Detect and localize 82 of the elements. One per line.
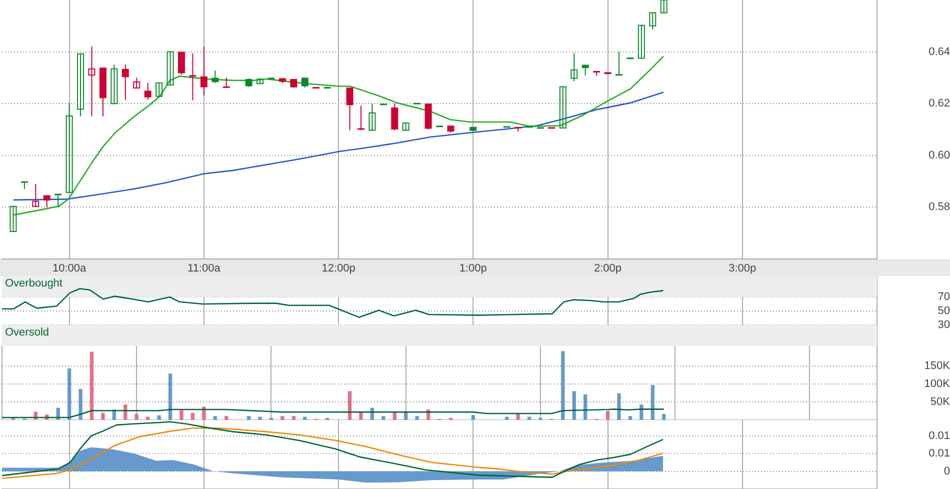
- bar: [224, 416, 228, 420]
- candlestick: [200, 46, 208, 96]
- candlestick: [178, 51, 185, 76]
- bar: [67, 368, 72, 420]
- bar: [628, 416, 632, 420]
- bar: [662, 414, 666, 420]
- candlestick: [110, 64, 118, 104]
- candlestick: [402, 122, 410, 131]
- y-tick-label: 0.64: [928, 46, 950, 58]
- y-tick-label: 100K: [924, 378, 950, 390]
- band-label: Oversold: [5, 326, 50, 339]
- candlestick: [166, 51, 174, 86]
- candlestick: [357, 105, 364, 131]
- x-tick-label: 11:00a: [188, 262, 222, 275]
- x-tick-label: 3:00p: [728, 262, 756, 275]
- candlestick: [77, 53, 84, 117]
- candlestick: [570, 52, 578, 82]
- bar: [180, 410, 184, 420]
- bar: [471, 414, 475, 420]
- bar: [134, 414, 138, 420]
- bar: [292, 416, 296, 420]
- y-tick-label: 0.01: [928, 430, 950, 442]
- candlestick: [144, 82, 152, 100]
- candlestick: [346, 87, 354, 131]
- candlestick: [32, 183, 40, 207]
- bar: [213, 416, 217, 420]
- candlestick: [615, 51, 622, 76]
- bar: [101, 412, 105, 420]
- bar: [190, 412, 195, 420]
- x-tick-label: 12:00p: [322, 262, 356, 275]
- x-tick-label: 1:00p: [459, 262, 487, 275]
- bar: [617, 393, 621, 420]
- bar: [90, 352, 94, 420]
- candlestick: [10, 206, 17, 232]
- candlestick: [133, 77, 140, 89]
- candlestick: [559, 86, 566, 128]
- candlestick: [301, 77, 308, 88]
- x-tick-label: 10:00a: [52, 262, 88, 275]
- y-tick-label: 0.62: [928, 98, 950, 110]
- candlestick: [54, 194, 62, 208]
- bar: [202, 406, 206, 420]
- candlestick: [156, 82, 163, 97]
- candlestick: [660, 0, 668, 14]
- candlestick: [391, 103, 398, 131]
- candlestick: [122, 64, 129, 100]
- candlestick: [189, 52, 196, 101]
- y-tick-label: 0.58: [928, 201, 950, 214]
- bar: [258, 416, 262, 420]
- band-label: Overbought: [5, 278, 62, 290]
- bar: [157, 415, 161, 420]
- candlestick: [368, 103, 376, 131]
- y-tick-label: 50: [938, 305, 950, 318]
- candlestick: [88, 46, 96, 117]
- bar: [168, 373, 172, 420]
- x-tick-label: 2:00p: [594, 262, 622, 275]
- bar: [359, 412, 363, 420]
- candlestick: [638, 24, 645, 59]
- bar: [640, 404, 644, 420]
- bar: [280, 416, 284, 420]
- y-tick-label: 0: [944, 465, 950, 478]
- bar: [78, 388, 82, 420]
- bar: [404, 412, 408, 420]
- bar: [348, 391, 352, 420]
- y-tick-label: 30: [938, 319, 950, 332]
- bar: [572, 391, 576, 420]
- y-tick-label: 0.01: [928, 448, 950, 460]
- bar: [584, 394, 588, 420]
- candlestick: [649, 12, 656, 30]
- bar: [382, 416, 386, 420]
- y-tick-label: 50K: [930, 396, 950, 408]
- y-tick-label: 70: [938, 291, 950, 304]
- candlestick: [222, 77, 230, 88]
- bar: [516, 414, 520, 420]
- candlestick: [212, 70, 219, 84]
- y-tick-label: 0.60: [928, 149, 950, 162]
- y-tick-label: 150K: [924, 360, 950, 372]
- bar: [650, 385, 654, 420]
- bar: [392, 412, 396, 420]
- bar: [246, 416, 251, 420]
- bar: [415, 416, 419, 420]
- bar: [561, 351, 565, 420]
- bar: [606, 411, 610, 420]
